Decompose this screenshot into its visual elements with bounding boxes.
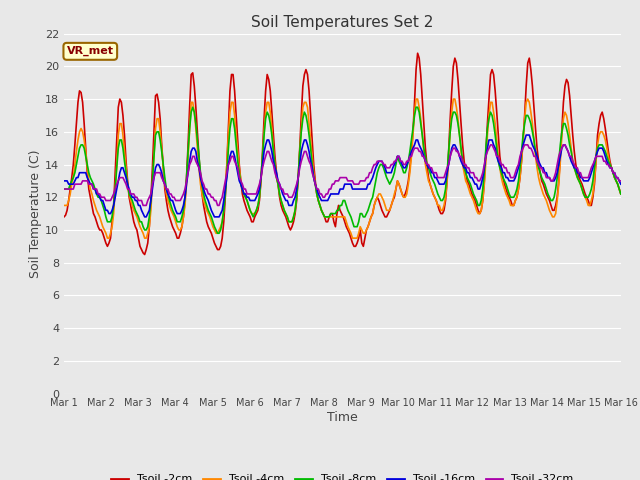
Tsoil -32cm: [129, 191, 136, 197]
Tsoil -4cm: [255, 194, 263, 200]
Tsoil -8cm: [248, 211, 255, 216]
Tsoil -8cm: [60, 186, 68, 192]
Tsoil -4cm: [246, 207, 254, 213]
Tsoil -8cm: [589, 178, 596, 184]
Tsoil -2cm: [129, 211, 136, 216]
Tsoil -2cm: [246, 214, 254, 220]
Tsoil -8cm: [189, 104, 196, 110]
Tsoil -2cm: [255, 198, 263, 204]
Legend: Tsoil -2cm, Tsoil -4cm, Tsoil -8cm, Tsoil -16cm, Tsoil -32cm: Tsoil -2cm, Tsoil -4cm, Tsoil -8cm, Tsoi…: [107, 470, 578, 480]
Tsoil -2cm: [305, 88, 313, 94]
Tsoil -4cm: [60, 203, 68, 208]
Line: Tsoil -16cm: Tsoil -16cm: [64, 135, 621, 217]
Tsoil -32cm: [589, 162, 596, 168]
Tsoil -32cm: [486, 142, 494, 148]
Tsoil -32cm: [140, 203, 147, 208]
Tsoil -4cm: [589, 191, 596, 197]
Line: Tsoil -8cm: Tsoil -8cm: [64, 107, 621, 233]
Tsoil -2cm: [589, 194, 596, 200]
X-axis label: Time: Time: [327, 411, 358, 424]
Tsoil -4cm: [130, 207, 138, 213]
Tsoil -32cm: [246, 191, 254, 197]
Tsoil -16cm: [589, 165, 596, 171]
Tsoil -32cm: [60, 186, 68, 192]
Tsoil -4cm: [305, 120, 313, 126]
Line: Tsoil -2cm: Tsoil -2cm: [64, 53, 621, 254]
Tsoil -16cm: [246, 198, 254, 204]
Tsoil -32cm: [228, 154, 236, 159]
Tsoil -8cm: [617, 191, 625, 197]
Tsoil -8cm: [257, 175, 265, 180]
Tsoil -16cm: [522, 132, 530, 138]
Y-axis label: Soil Temperature (C): Soil Temperature (C): [29, 149, 42, 278]
Tsoil -32cm: [255, 181, 263, 187]
Text: VR_met: VR_met: [67, 46, 114, 57]
Tsoil -2cm: [617, 191, 625, 197]
Tsoil -16cm: [129, 194, 136, 200]
Tsoil -32cm: [305, 158, 313, 164]
Tsoil -8cm: [214, 230, 221, 236]
Tsoil -4cm: [412, 96, 420, 102]
Line: Tsoil -32cm: Tsoil -32cm: [64, 145, 621, 205]
Tsoil -4cm: [104, 235, 111, 241]
Title: Soil Temperatures Set 2: Soil Temperatures Set 2: [252, 15, 433, 30]
Tsoil -16cm: [228, 148, 236, 154]
Tsoil -16cm: [255, 186, 263, 192]
Tsoil -4cm: [617, 191, 625, 197]
Tsoil -32cm: [617, 178, 625, 184]
Tsoil -8cm: [129, 198, 136, 204]
Tsoil -2cm: [60, 214, 68, 220]
Tsoil -8cm: [307, 145, 314, 151]
Line: Tsoil -4cm: Tsoil -4cm: [64, 99, 621, 238]
Tsoil -2cm: [228, 72, 236, 77]
Tsoil -16cm: [60, 178, 68, 184]
Tsoil -4cm: [228, 99, 236, 105]
Tsoil -16cm: [141, 214, 148, 220]
Tsoil -2cm: [414, 50, 422, 56]
Tsoil -16cm: [617, 181, 625, 187]
Tsoil -8cm: [229, 116, 237, 121]
Tsoil -2cm: [141, 252, 148, 257]
Tsoil -16cm: [305, 148, 313, 154]
